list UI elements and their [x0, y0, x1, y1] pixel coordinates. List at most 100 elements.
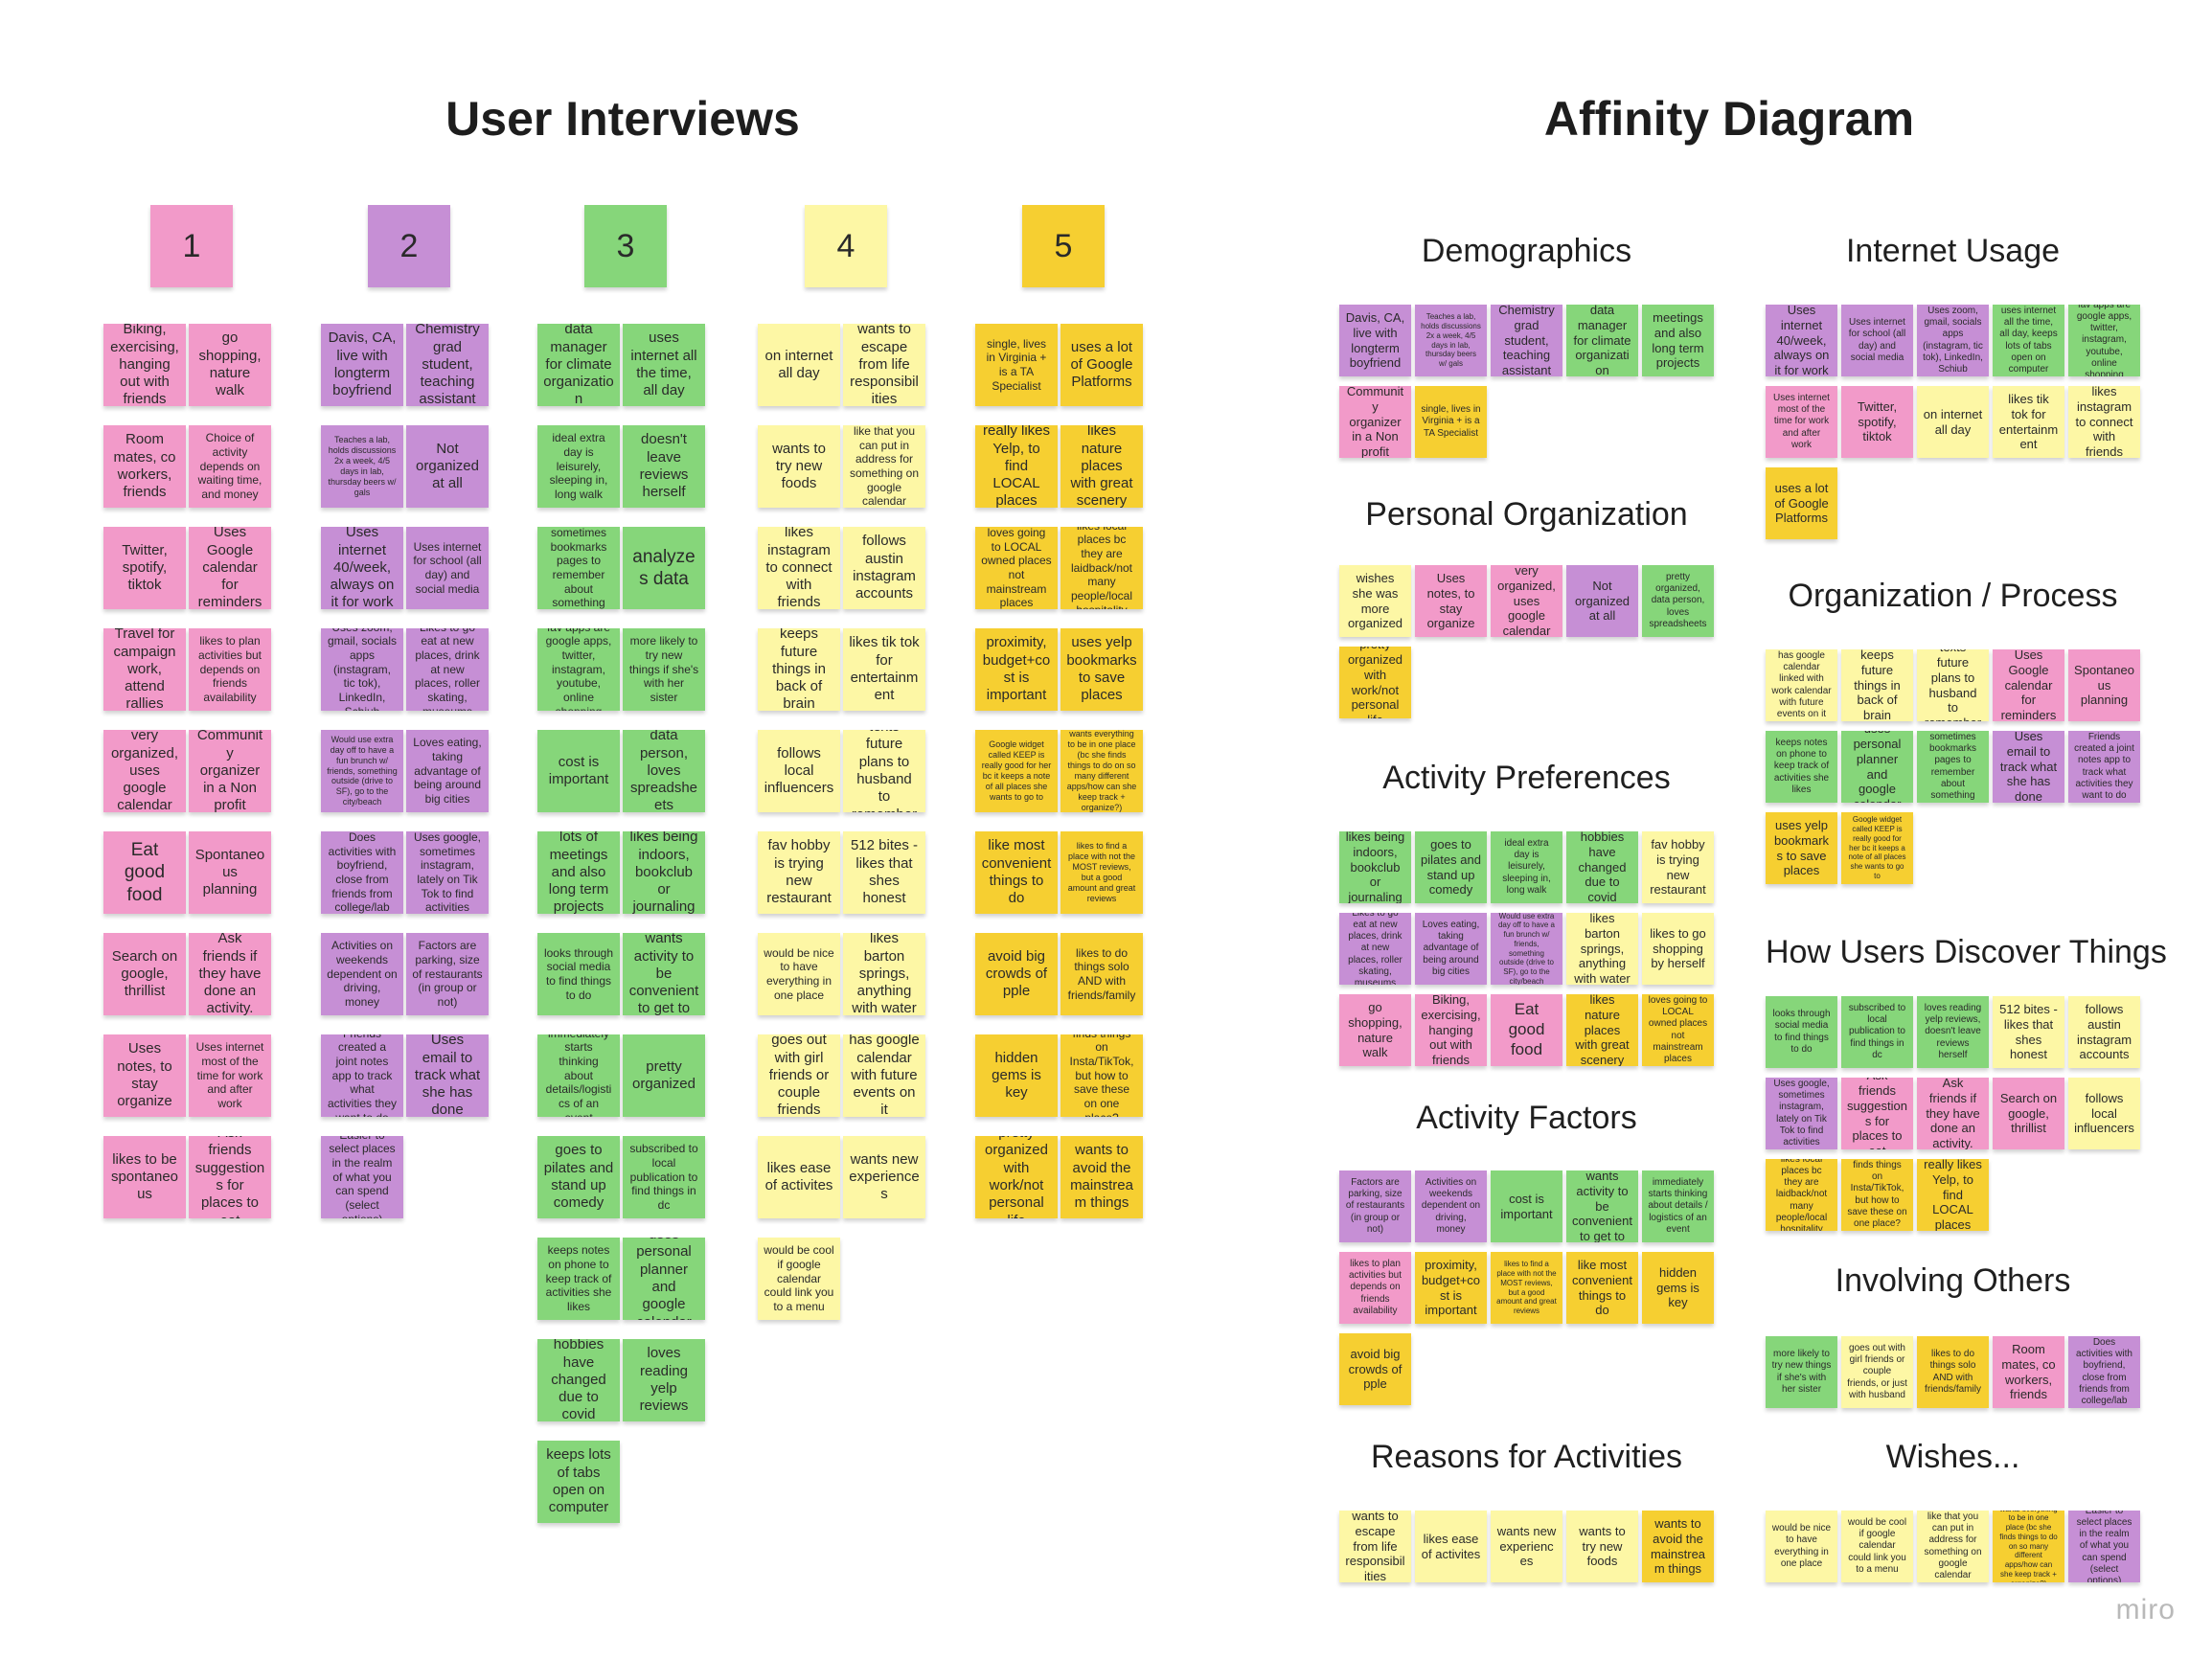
interview-note[interactable]: cost is important [537, 730, 620, 812]
affinity-note[interactable]: uses internet all the time, all day, kee… [1993, 305, 2064, 376]
interview-note[interactable]: fav hobby is trying new restaurant [758, 831, 840, 914]
affinity-note[interactable]: Search on google, thrillist [1993, 1078, 2064, 1149]
affinity-note[interactable]: Factors are parking, size of restaurants… [1339, 1170, 1411, 1242]
interview-note[interactable]: Would use extra day off to have a fun br… [321, 730, 403, 812]
interview-number-note[interactable]: 5 [1022, 205, 1105, 287]
interview-note[interactable]: like most convenient things to do [975, 831, 1058, 914]
interview-note[interactable]: very organized, uses google calendar [103, 730, 186, 812]
affinity-note[interactable]: cost is important [1491, 1170, 1562, 1242]
interview-note[interactable]: keeps notes on phone to keep track of ac… [537, 1238, 620, 1320]
affinity-note[interactable]: fav hobby is trying new restaurant [1642, 831, 1714, 903]
interview-note[interactable]: goes to pilates and stand up comedy [537, 1136, 620, 1218]
affinity-note[interactable]: loves going to LOCAL owned places not ma… [1642, 994, 1714, 1066]
interview-note[interactable]: wants to escape from life responsibiliti… [843, 324, 925, 406]
interview-note[interactable]: likes to do things solo AND with friends… [1060, 933, 1143, 1015]
affinity-note[interactable]: immediately starts thinking about detail… [1642, 1170, 1714, 1242]
affinity-note[interactable]: very organized, uses google calendar [1491, 565, 1562, 637]
affinity-note[interactable]: Google widget called KEEP is really good… [1841, 812, 1913, 884]
affinity-note[interactable]: like most convenient things to do [1566, 1252, 1638, 1324]
interview-note[interactable]: likes ease of activites [758, 1136, 840, 1218]
interview-note[interactable]: texts future plans to husband to remembe… [843, 730, 925, 812]
affinity-note[interactable]: likes local places bc they are laidback/… [1766, 1159, 1837, 1231]
affinity-note[interactable]: Not organized at all [1566, 565, 1638, 637]
interview-note[interactable]: Friends created a joint notes app to tra… [321, 1034, 403, 1117]
interview-note[interactable]: follows austin instagram accounts [843, 527, 925, 609]
interview-note[interactable]: likes to be spontaneous [103, 1136, 186, 1218]
affinity-note[interactable]: wants to try new foods [1566, 1511, 1638, 1582]
affinity-note[interactable]: data manager for climate organization [1566, 305, 1638, 376]
affinity-note[interactable]: subscribed to local publication to find … [1841, 996, 1913, 1068]
affinity-note[interactable]: Eat good food [1491, 994, 1562, 1066]
affinity-note[interactable]: Uses internet 40/week, always on it for … [1766, 305, 1837, 376]
interview-note[interactable]: wants everything to be in one place (bc … [1060, 730, 1143, 812]
interview-note[interactable]: pretty organized with work/not personal … [975, 1136, 1058, 1218]
interview-note[interactable]: go shopping, nature walk [189, 324, 271, 406]
interview-number-note[interactable]: 2 [368, 205, 450, 287]
affinity-note[interactable]: would be cool if google calendar could l… [1841, 1511, 1913, 1582]
affinity-note[interactable]: sometimes bookmarks pages to remember ab… [1917, 731, 1989, 803]
interview-note[interactable]: loves going to LOCAL owned places not ma… [975, 527, 1058, 609]
affinity-note[interactable]: Easier to select places in the realm of … [2068, 1511, 2140, 1582]
affinity-note[interactable]: uses a lot of Google Platforms [1766, 467, 1837, 539]
affinity-note[interactable]: Likes to go eat at new places, drink at … [1339, 913, 1411, 985]
affinity-note[interactable]: follows austin instagram accounts [2068, 996, 2140, 1068]
interview-note[interactable]: Uses internet most of the time for work … [189, 1034, 271, 1117]
affinity-note[interactable]: finds things on Insta/TikTok, but how to… [1841, 1159, 1913, 1231]
interview-note[interactable]: has google calendar with future events o… [843, 1034, 925, 1117]
affinity-note[interactable]: looks through social media to find thing… [1766, 996, 1837, 1068]
interview-note[interactable]: Uses zoom, gmail, socials apps (instagra… [321, 628, 403, 711]
affinity-note[interactable]: would be nice to have everything in one … [1766, 1511, 1837, 1582]
interview-note[interactable]: Spontaneous planning [189, 831, 271, 914]
interview-note[interactable]: ideal extra day is leisurely, sleeping i… [537, 425, 620, 508]
affinity-note[interactable]: Community organizer in a Non profit [1339, 386, 1411, 458]
interview-note[interactable]: keeps lots of tabs open on computer [537, 1441, 620, 1523]
affinity-note[interactable]: Spontaneous planning [2068, 649, 2140, 721]
interview-note[interactable]: doesn't leave reviews herself [623, 425, 705, 508]
interview-number-note[interactable]: 3 [584, 205, 667, 287]
interview-note[interactable]: Twitter, spotify, tiktok [103, 527, 186, 609]
interview-note[interactable]: Does activities with boyfriend, close fr… [321, 831, 403, 914]
interview-note[interactable]: Eat good food [103, 831, 186, 914]
interview-note[interactable]: Teaches a lab, holds discussions 2x a we… [321, 425, 403, 508]
interview-note[interactable]: data person, loves spreadsheets [623, 730, 705, 812]
interview-note[interactable]: like that you can put in address for som… [843, 425, 925, 508]
affinity-note[interactable]: goes out with girl friends or couple fri… [1841, 1336, 1913, 1408]
affinity-note[interactable]: Uses zoom, gmail, socials apps (instagra… [1917, 305, 1989, 376]
affinity-note[interactable]: likes nature places with great scenery [1566, 994, 1638, 1066]
affinity-note[interactable]: wants to escape from life responsibiliti… [1339, 1511, 1411, 1582]
affinity-note[interactable]: goes to pilates and stand up comedy [1415, 831, 1487, 903]
interview-note[interactable]: wants to try new foods [758, 425, 840, 508]
affinity-note[interactable]: single, lives in Virginia + is a TA Spec… [1415, 386, 1487, 458]
interview-note[interactable]: pretty organized [623, 1034, 705, 1117]
affinity-note[interactable]: pretty organized with work/not personal … [1339, 647, 1411, 718]
interview-note[interactable]: likes barton springs, anything with wate… [843, 933, 925, 1015]
interview-note[interactable]: Choice of activity depends on waiting ti… [189, 425, 271, 508]
interview-note[interactable]: proximity, budget+cost is important [975, 628, 1058, 711]
interview-note[interactable]: finds things on Insta/TikTok, but how to… [1060, 1034, 1143, 1117]
affinity-note[interactable]: wants everything to be in one place (bc … [1993, 1511, 2064, 1582]
interview-note[interactable]: likes to plan activities but depends on … [189, 628, 271, 711]
affinity-note[interactable]: Room mates, co workers, friends [1993, 1336, 2064, 1408]
interview-note[interactable]: Ask friends if they have done an activit… [189, 933, 271, 1015]
affinity-note[interactable]: uses personal planner and google calenda… [1841, 731, 1913, 803]
affinity-note[interactable]: likes to find a place with not the MOST … [1491, 1252, 1562, 1324]
affinity-note[interactable]: follows local influencers [2068, 1078, 2140, 1149]
interview-note[interactable]: likes being indoors, bookclub or journal… [623, 831, 705, 914]
interview-note[interactable]: Likes to go eat at new places, drink at … [406, 628, 489, 711]
affinity-note[interactable]: keeps notes on phone to keep track of ac… [1766, 731, 1837, 803]
affinity-note[interactable]: Uses google, sometimes instagram, lately… [1766, 1078, 1837, 1149]
interview-note[interactable]: Loves eating, taking advantage of being … [406, 730, 489, 812]
affinity-note[interactable]: Uses Google calendar for reminders [1993, 649, 2064, 721]
interview-note[interactable]: Activities on weekends dependent on driv… [321, 933, 403, 1015]
affinity-note[interactable]: go shopping, nature walk [1339, 994, 1411, 1066]
interview-note[interactable]: Biking, exercising, hanging out with fri… [103, 324, 186, 406]
interview-note[interactable]: Factors are parking, size of restaurants… [406, 933, 489, 1015]
interview-note[interactable]: wants new experiences [843, 1136, 925, 1218]
interview-note[interactable]: single, lives in Virginia + is a TA Spec… [975, 324, 1058, 406]
affinity-note[interactable]: Ask friends suggestions for places to ea… [1841, 1078, 1913, 1149]
interview-note[interactable]: keeps future things in back of brain [758, 628, 840, 711]
interview-note[interactable]: Uses Google calendar for reminders [189, 527, 271, 609]
affinity-note[interactable]: uses yelp bookmarks to save places [1766, 812, 1837, 884]
affinity-note[interactable]: 512 bites - likes that shes honest [1993, 996, 2064, 1068]
affinity-note[interactable]: Davis, CA, live with longterm boyfriend [1339, 305, 1411, 376]
